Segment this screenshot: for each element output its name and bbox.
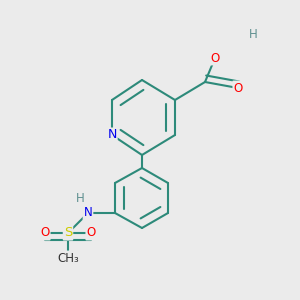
Text: O: O [233,82,243,94]
Text: S: S [64,226,72,239]
Text: H: H [249,28,257,41]
Text: N: N [84,206,92,220]
Text: H: H [76,191,84,205]
Text: O: O [40,226,50,239]
Text: O: O [86,226,96,239]
Text: O: O [210,52,220,64]
Text: CH₃: CH₃ [57,251,79,265]
Text: N: N [107,128,117,142]
